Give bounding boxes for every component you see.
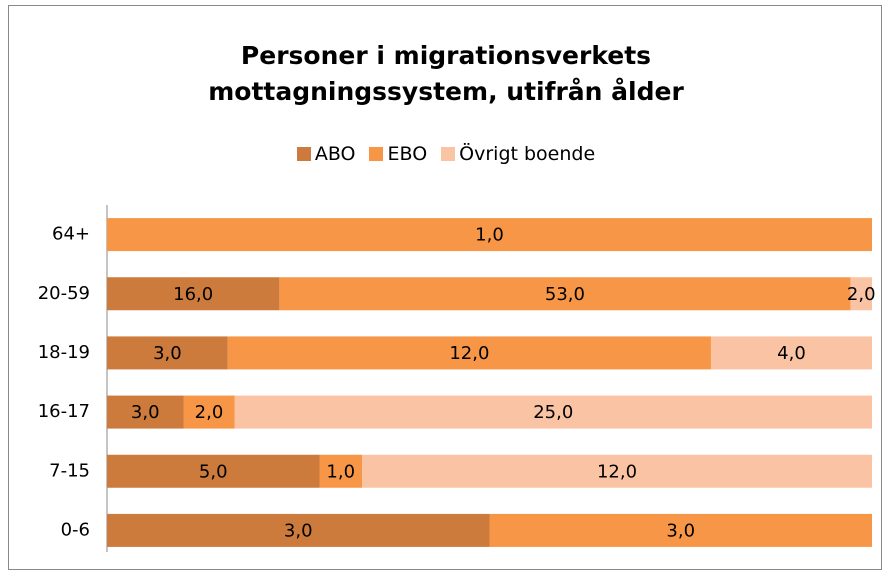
bar-segment [710,336,872,370]
chart-title: Personer i migrationsverkets mottagnings… [208,41,684,106]
y-tick-label: 64+ [52,224,90,245]
bar-segment [227,336,711,370]
data-label: 12,0 [597,461,637,482]
bar-segment [107,454,320,488]
legend-item: EBO [369,143,427,165]
data-label: 5,0 [199,461,228,482]
legend-item: ABO [296,143,356,165]
legend-item: Övrigt boende [441,143,595,165]
bar-segment [850,277,872,311]
data-label: 1,0 [475,225,504,246]
legend: ABO EBO Övrigt boende [0,143,892,165]
y-tick-label: 20-59 [38,283,90,304]
y-tick-label: 16-17 [38,401,90,422]
bar-segment [107,336,228,370]
bar-segment [489,513,872,547]
bar-segment [234,395,872,429]
y-tick-label: 0-6 [61,519,90,540]
bar-segment [107,277,280,311]
bar-segment [183,395,235,429]
legend-label: Övrigt boende [459,143,596,165]
data-label: 2,0 [847,284,876,305]
data-label: 2,0 [195,402,224,423]
bar-segment [319,454,362,488]
data-label: 3,0 [284,520,313,541]
y-tick-label: 18-19 [38,342,90,363]
data-label: 3,0 [666,520,695,541]
legend-label: ABO [314,143,356,165]
bar-segment [279,277,851,311]
data-label: 16,0 [173,284,213,305]
legend-label: EBO [387,143,428,165]
data-label: 4,0 [777,343,806,364]
chart-frame [8,5,882,570]
legend-swatch [441,147,456,161]
data-label: 12,0 [449,343,489,364]
data-label: 25,0 [533,402,573,423]
data-label: 3,0 [153,343,182,364]
bar-segment [107,218,872,252]
bar-segment [107,395,184,429]
bar-segment [362,454,872,488]
legend-swatch [369,147,384,161]
legend-swatch [296,147,311,161]
data-label: 1,0 [326,461,355,482]
y-tick-label: 7-15 [49,460,90,481]
data-label: 3,0 [131,402,160,423]
bar-segment [107,513,490,547]
data-label: 53,0 [545,284,585,305]
